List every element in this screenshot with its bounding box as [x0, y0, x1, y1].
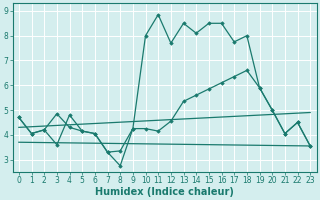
X-axis label: Humidex (Indice chaleur): Humidex (Indice chaleur): [95, 187, 234, 197]
